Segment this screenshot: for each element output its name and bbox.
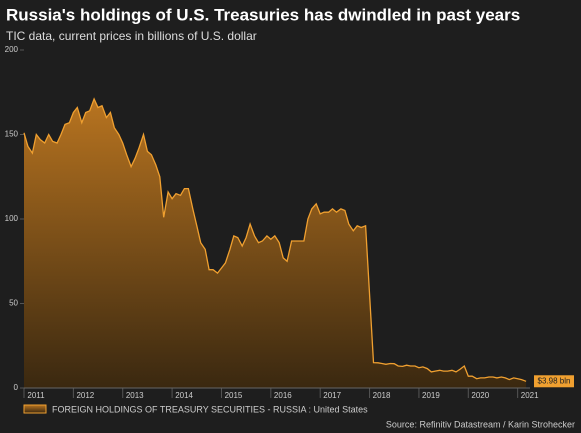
y-tick-label: 0 xyxy=(14,383,19,392)
x-tick-label: 2011 xyxy=(27,391,45,400)
y-tick-label: 100 xyxy=(5,214,19,223)
y-tick-label: 150 xyxy=(5,130,19,139)
x-tick-label: 2017 xyxy=(323,391,341,400)
legend-label: FOREIGN HOLDINGS OF TREASURY SECURITIES … xyxy=(52,404,368,414)
area xyxy=(24,99,527,388)
y-tick-label: 50 xyxy=(9,299,18,308)
x-tick-label: 2012 xyxy=(76,391,94,400)
line xyxy=(23,97,527,382)
value-label: $3.98 bln xyxy=(538,376,571,385)
x-tick-label: 2016 xyxy=(274,391,292,400)
x-tick-label: 2013 xyxy=(126,391,144,400)
chart-subtitle: TIC data, current prices in billions of … xyxy=(6,29,257,43)
x-tick-label: 2018 xyxy=(373,391,391,400)
x-tick-label: 2019 xyxy=(422,391,440,400)
x-tick-label: 2021 xyxy=(521,391,539,400)
x-tick-label: 2015 xyxy=(225,391,243,400)
chart-title: Russia's holdings of U.S. Treasuries has… xyxy=(6,5,520,24)
value-label-box xyxy=(534,375,574,388)
x-tick-label: 2020 xyxy=(471,391,489,400)
x-tick-label: 2014 xyxy=(175,391,193,400)
source: Source: Refinitiv Datastream / Karin Str… xyxy=(386,419,575,429)
y-tick-label: 200 xyxy=(5,45,19,54)
legend-swatch xyxy=(23,404,47,414)
